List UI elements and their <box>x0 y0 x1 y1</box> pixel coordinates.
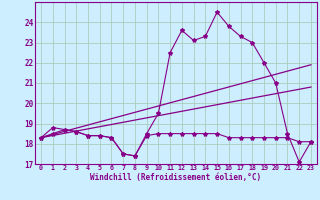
X-axis label: Windchill (Refroidissement éolien,°C): Windchill (Refroidissement éolien,°C) <box>91 173 261 182</box>
